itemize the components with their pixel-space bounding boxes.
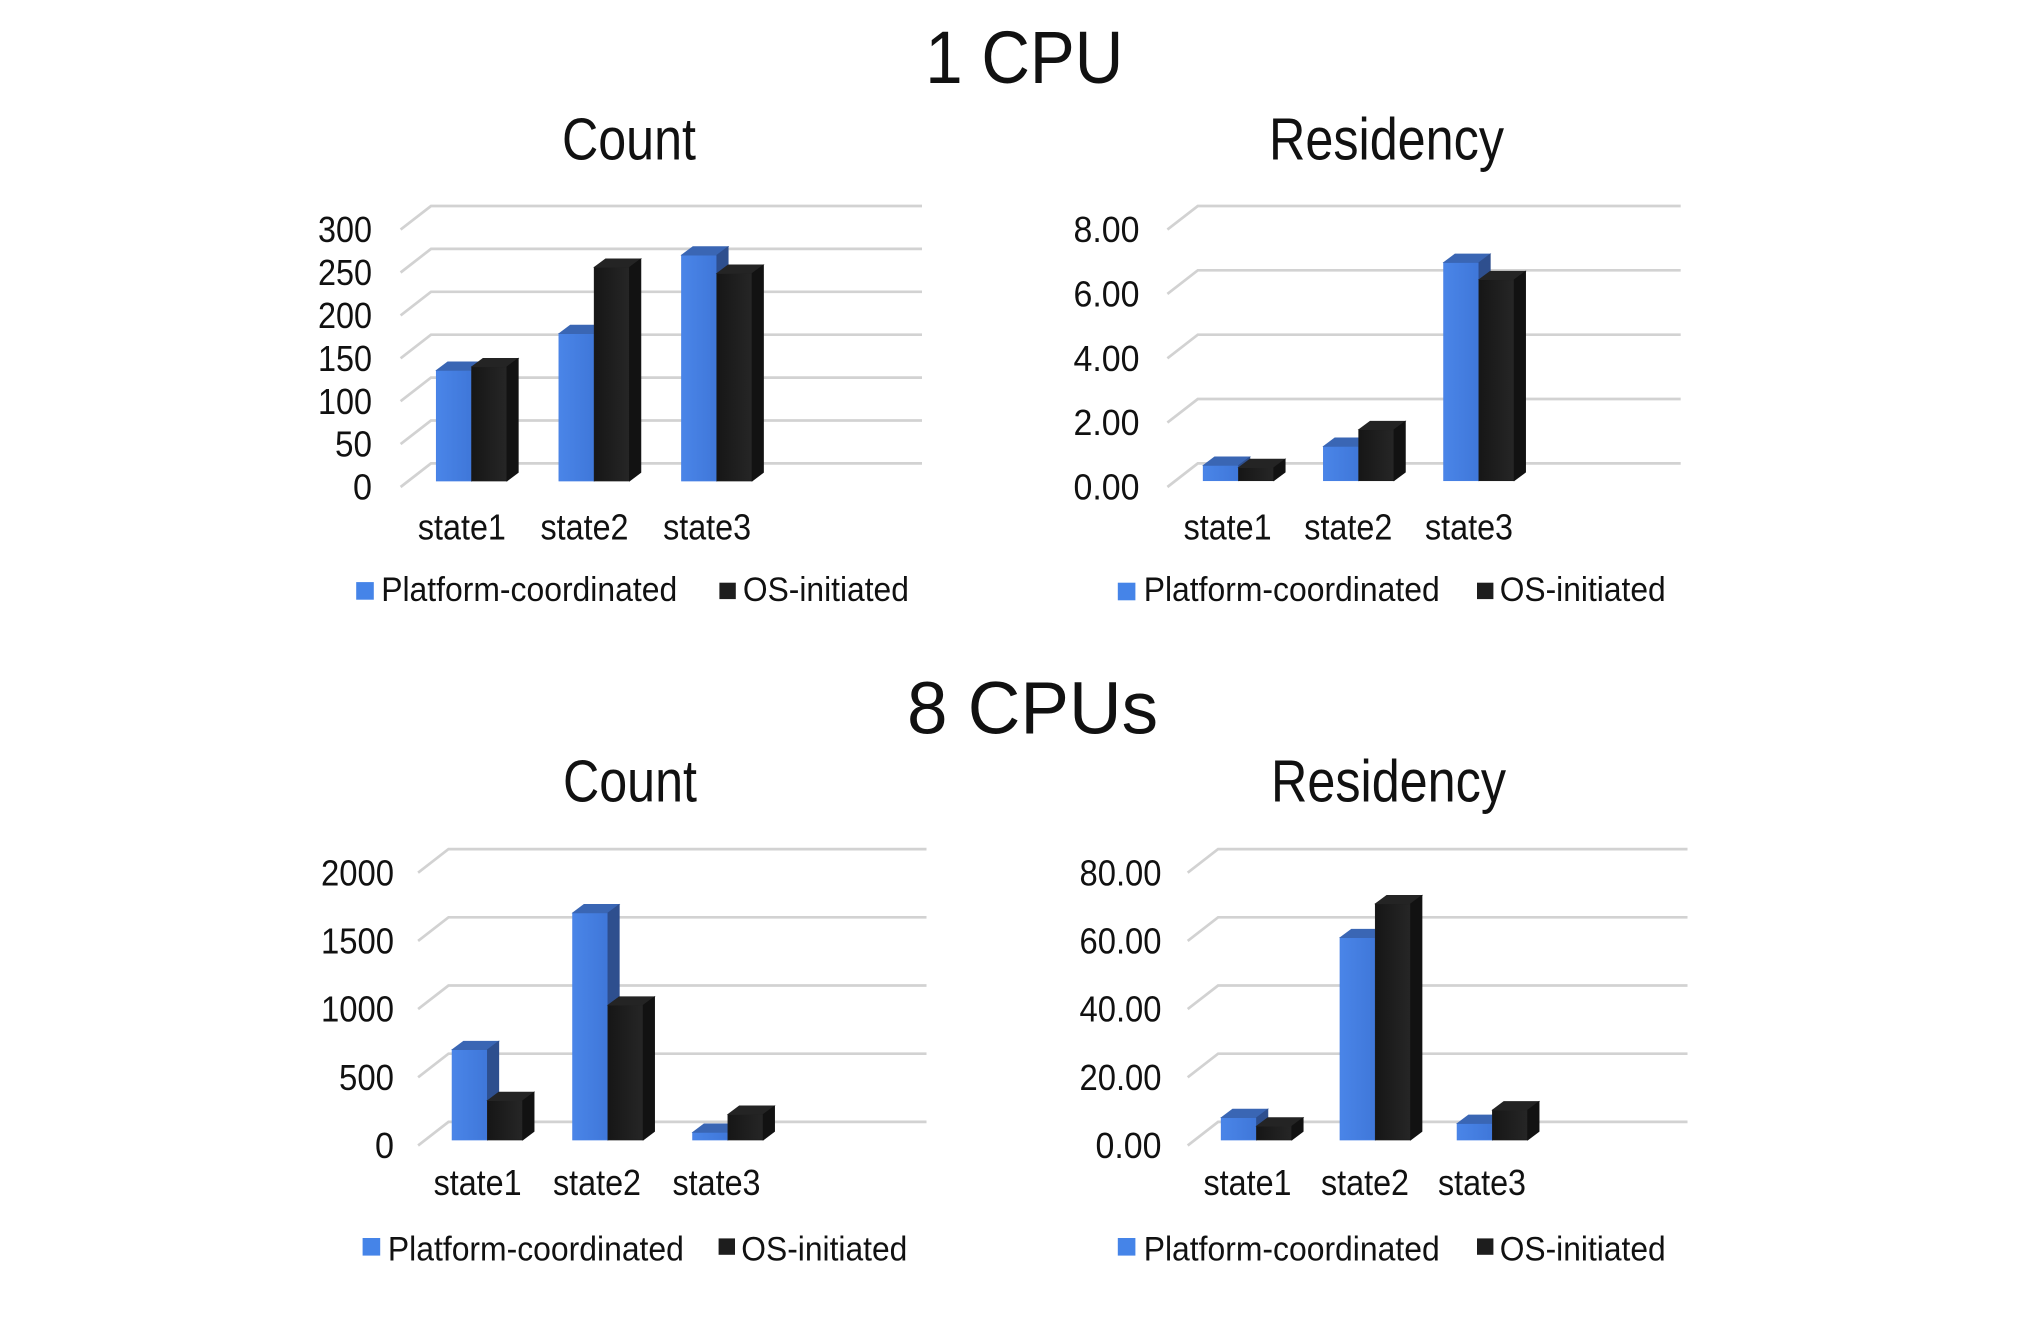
- svg-text:0.00: 0.00: [1096, 1125, 1162, 1166]
- svg-text:Residency: Residency: [1269, 107, 1504, 173]
- svg-text:Platform-coordinated: Platform-coordinated: [1144, 1230, 1440, 1268]
- svg-text:1000: 1000: [321, 989, 394, 1030]
- svg-text:state3: state3: [1438, 1162, 1526, 1203]
- svg-text:4.00: 4.00: [1074, 338, 1140, 379]
- svg-text:8 CPUs: 8 CPUs: [907, 667, 1158, 750]
- svg-text:1500: 1500: [321, 921, 394, 962]
- svg-text:state2: state2: [541, 507, 629, 548]
- svg-text:Residency: Residency: [1271, 749, 1506, 815]
- svg-text:OS-initiated: OS-initiated: [1500, 571, 1666, 609]
- svg-text:state3: state3: [1425, 507, 1513, 548]
- svg-text:100: 100: [318, 381, 372, 422]
- svg-text:Platform-coordinated: Platform-coordinated: [381, 571, 677, 609]
- svg-text:20.00: 20.00: [1080, 1057, 1162, 1098]
- svg-text:300: 300: [318, 209, 372, 250]
- svg-text:Count: Count: [562, 107, 696, 173]
- svg-text:1 CPU: 1 CPU: [925, 16, 1123, 99]
- svg-text:state2: state2: [553, 1162, 641, 1203]
- svg-text:state2: state2: [1321, 1162, 1409, 1203]
- svg-text:8.00: 8.00: [1074, 209, 1140, 250]
- svg-text:2000: 2000: [321, 852, 394, 893]
- svg-text:state1: state1: [1204, 1162, 1292, 1203]
- svg-text:state3: state3: [663, 507, 751, 548]
- svg-text:0: 0: [375, 1125, 394, 1166]
- svg-text:150: 150: [318, 338, 372, 379]
- svg-text:500: 500: [339, 1057, 394, 1098]
- svg-text:OS-initiated: OS-initiated: [1500, 1230, 1666, 1268]
- svg-text:Count: Count: [563, 749, 697, 815]
- svg-text:state1: state1: [434, 1162, 522, 1203]
- svg-text:40.00: 40.00: [1080, 989, 1162, 1030]
- svg-text:6.00: 6.00: [1074, 274, 1140, 315]
- svg-text:state3: state3: [673, 1162, 761, 1203]
- svg-text:OS-initiated: OS-initiated: [743, 571, 909, 609]
- svg-text:state1: state1: [418, 507, 506, 548]
- svg-text:0: 0: [353, 467, 372, 508]
- svg-text:50: 50: [335, 424, 372, 465]
- svg-text:OS-initiated: OS-initiated: [741, 1230, 907, 1268]
- svg-text:60.00: 60.00: [1080, 921, 1162, 962]
- svg-text:200: 200: [318, 295, 372, 336]
- svg-text:Platform-coordinated: Platform-coordinated: [1144, 571, 1440, 609]
- svg-text:80.00: 80.00: [1080, 852, 1162, 893]
- svg-text:250: 250: [318, 252, 372, 293]
- svg-text:state2: state2: [1304, 507, 1392, 548]
- svg-text:Platform-coordinated: Platform-coordinated: [388, 1230, 684, 1268]
- svg-text:0.00: 0.00: [1074, 467, 1140, 508]
- svg-text:state1: state1: [1184, 507, 1272, 548]
- svg-text:2.00: 2.00: [1074, 402, 1140, 443]
